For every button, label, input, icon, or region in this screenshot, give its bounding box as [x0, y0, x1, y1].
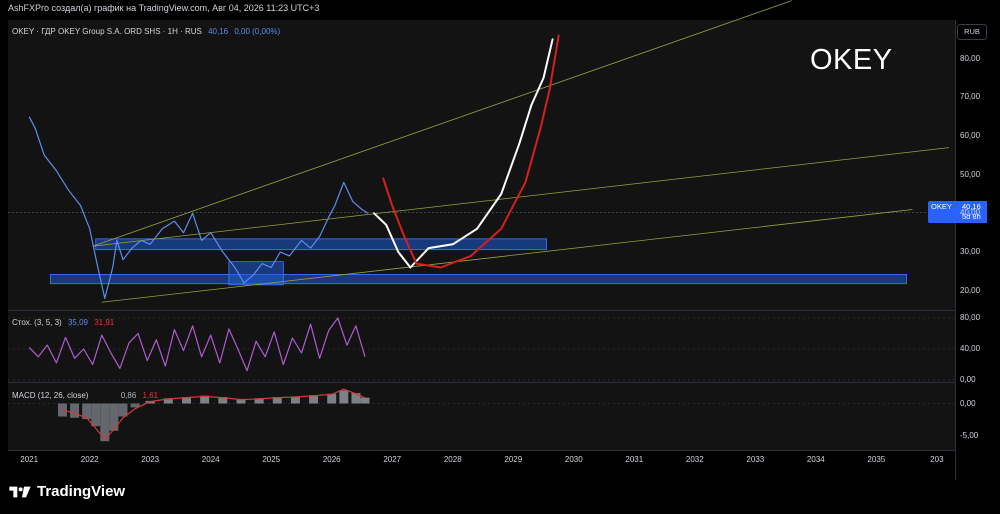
macd-histogram-bar [91, 403, 101, 427]
time-scale-label: 2025 [262, 455, 281, 464]
price-scale-label: 40,00 [960, 208, 981, 218]
symbol-price-tag: OKEY [928, 201, 960, 223]
macd-histogram-bar [290, 396, 300, 404]
price-legend[interactable]: OKEY · ГДР OKEY Group S.A. ORD SHS · 1H … [12, 27, 280, 36]
price-scale-label: 20,00 [960, 285, 981, 295]
time-scale-label: 203 [930, 455, 944, 464]
macd-histogram-bar [360, 397, 370, 404]
symbol-description: OKEY · ГДР OKEY Group S.A. ORD SHS · 1H … [12, 27, 202, 36]
tradingview-brand[interactable]: TradingView [8, 483, 125, 500]
support-zone-3 [228, 261, 284, 286]
time-scale-label: 2028 [443, 455, 462, 464]
time-scale-label: 2029 [504, 455, 523, 464]
macd-histogram-bar [118, 403, 128, 417]
stochastic-scale-label: 80,00 [960, 313, 981, 322]
price-scale-label: 50,00 [960, 169, 981, 179]
price-scale-label: 80,00 [960, 53, 981, 63]
time-scale-label: 2035 [867, 455, 886, 464]
price-change: 0,00 (0,00%) [234, 27, 281, 36]
time-scale-label: 2030 [564, 455, 583, 464]
time-scale-label: 2034 [806, 455, 825, 464]
stochastic-scale-label: 40,00 [960, 344, 981, 353]
macd-histogram-bar [109, 403, 119, 431]
time-scale-label: 2022 [80, 455, 99, 464]
projection-path-red [382, 34, 560, 269]
time-scale-label: 2026 [322, 455, 341, 464]
stochastic-d-value: 31,91 [94, 318, 115, 327]
price-scale-divider [955, 20, 956, 480]
support-zone-1 [95, 238, 547, 251]
macd-histogram-bar [163, 398, 173, 404]
tradingview-logo-icon [9, 486, 31, 497]
time-scale-label: 2021 [20, 455, 39, 464]
macd-histogram-bar [309, 395, 319, 404]
price-scale-label: 70,00 [960, 92, 981, 102]
last-price: 40,16 [208, 27, 229, 36]
macd-panel[interactable] [8, 383, 955, 450]
panel-divider[interactable] [8, 382, 955, 383]
macd-line [62, 388, 366, 441]
stochastic-line [28, 317, 366, 372]
stochastic-legend[interactable]: Стох. (3, 5, 3) 35,09 31,91 [12, 318, 114, 327]
trendline-2 [92, 147, 949, 247]
last-price-tag: 40,16 5d 8h [959, 201, 987, 223]
time-scale-label: 2033 [746, 455, 765, 464]
macd-histogram-bar [272, 397, 282, 404]
stochastic-label: Стох. (3, 5, 3) [12, 318, 62, 327]
time-scale-label: 2027 [383, 455, 402, 464]
stochastic-scale-label: 0,00 [960, 375, 976, 384]
price-tag-value: 40,16 [962, 202, 981, 211]
macd-histogram-bar [182, 397, 192, 404]
macd-histogram-bar [82, 403, 92, 420]
macd-histogram-bar [254, 398, 264, 404]
stochastic-k-value: 35,09 [67, 318, 88, 327]
macd-histogram-bar [218, 397, 228, 404]
support-zone-2 [49, 274, 907, 285]
macd-histogram-bar [57, 403, 67, 417]
price-series-line [28, 116, 369, 299]
macd-histogram-bar [100, 403, 110, 442]
macd-scale-label: 0,00 [960, 398, 976, 408]
macd-value: 0,86 [120, 391, 137, 400]
macd-histogram-bar [339, 390, 349, 404]
macd-scale-label: -5,00 [960, 431, 979, 440]
macd-histogram-bar [70, 403, 80, 418]
time-scale-label: 2024 [201, 455, 220, 464]
macd-histogram-bar [130, 403, 140, 408]
trendline-3 [101, 209, 913, 303]
panel-divider[interactable] [8, 310, 955, 311]
time-scale-label: 2031 [625, 455, 644, 464]
chart-annotation-text[interactable]: OKEY [810, 44, 893, 76]
macd-legend[interactable]: MACD (12, 26, close) 0,86 1,61 [12, 391, 158, 400]
currency-button[interactable]: RUB [957, 24, 987, 40]
price-tag-symbol: OKEY [931, 202, 952, 211]
macd-label: MACD (12, 26, close) [12, 391, 89, 400]
price-scale-label: 30,00 [960, 247, 981, 256]
price-tag-countdown: 5d 8h [962, 212, 981, 221]
panel-divider [8, 450, 955, 451]
trendline-1 [92, 0, 792, 247]
projection-path-white [373, 38, 554, 269]
time-scale-label: 2032 [685, 455, 704, 464]
price-scale-label: 60,00 [960, 131, 981, 140]
macd-histogram-bar [351, 393, 361, 404]
brand-name: TradingView [37, 483, 126, 500]
macd-signal-value: 1,61 [142, 391, 159, 400]
time-scale-label: 2023 [141, 455, 160, 464]
macd-histogram-bar [236, 398, 246, 404]
stochastic-panel[interactable] [8, 311, 955, 382]
chart-caption: AshFXPro создал(а) график на TradingView… [8, 3, 320, 13]
macd-histogram-bar [327, 393, 337, 404]
macd-histogram-bar [200, 395, 210, 404]
